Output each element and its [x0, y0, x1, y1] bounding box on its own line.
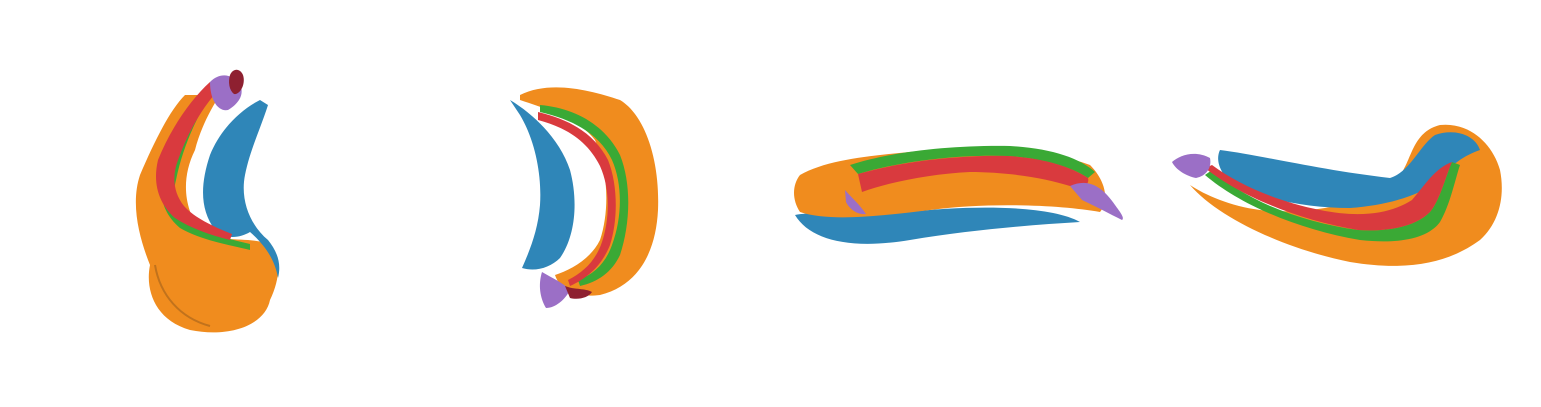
region-dark-red	[565, 286, 592, 299]
region-purple	[539, 272, 570, 308]
region-red	[858, 155, 1089, 192]
region-blue	[1218, 132, 1480, 208]
region-dark-red	[229, 69, 244, 95]
region-blue	[510, 100, 575, 270]
surface-render-2	[510, 87, 659, 308]
region-green	[850, 145, 1095, 178]
region-red	[155, 82, 232, 240]
region-blue	[795, 207, 1080, 244]
region-purple	[1070, 182, 1123, 220]
surface-render-1	[135, 69, 280, 333]
surface-view-medial	[480, 0, 700, 407]
surface-view-superior	[770, 0, 1160, 407]
region-red	[1205, 162, 1452, 231]
region-purple-left	[845, 190, 866, 215]
surface-render-3	[794, 145, 1123, 244]
shading	[154, 264, 211, 327]
surface-render-4	[1172, 124, 1502, 266]
surface-view-inferior	[1150, 0, 1541, 407]
surface-view-lateral	[100, 0, 330, 407]
region-green	[1205, 162, 1460, 242]
region-red	[538, 112, 616, 286]
region-purple	[1172, 153, 1211, 178]
region-orange	[520, 87, 659, 296]
